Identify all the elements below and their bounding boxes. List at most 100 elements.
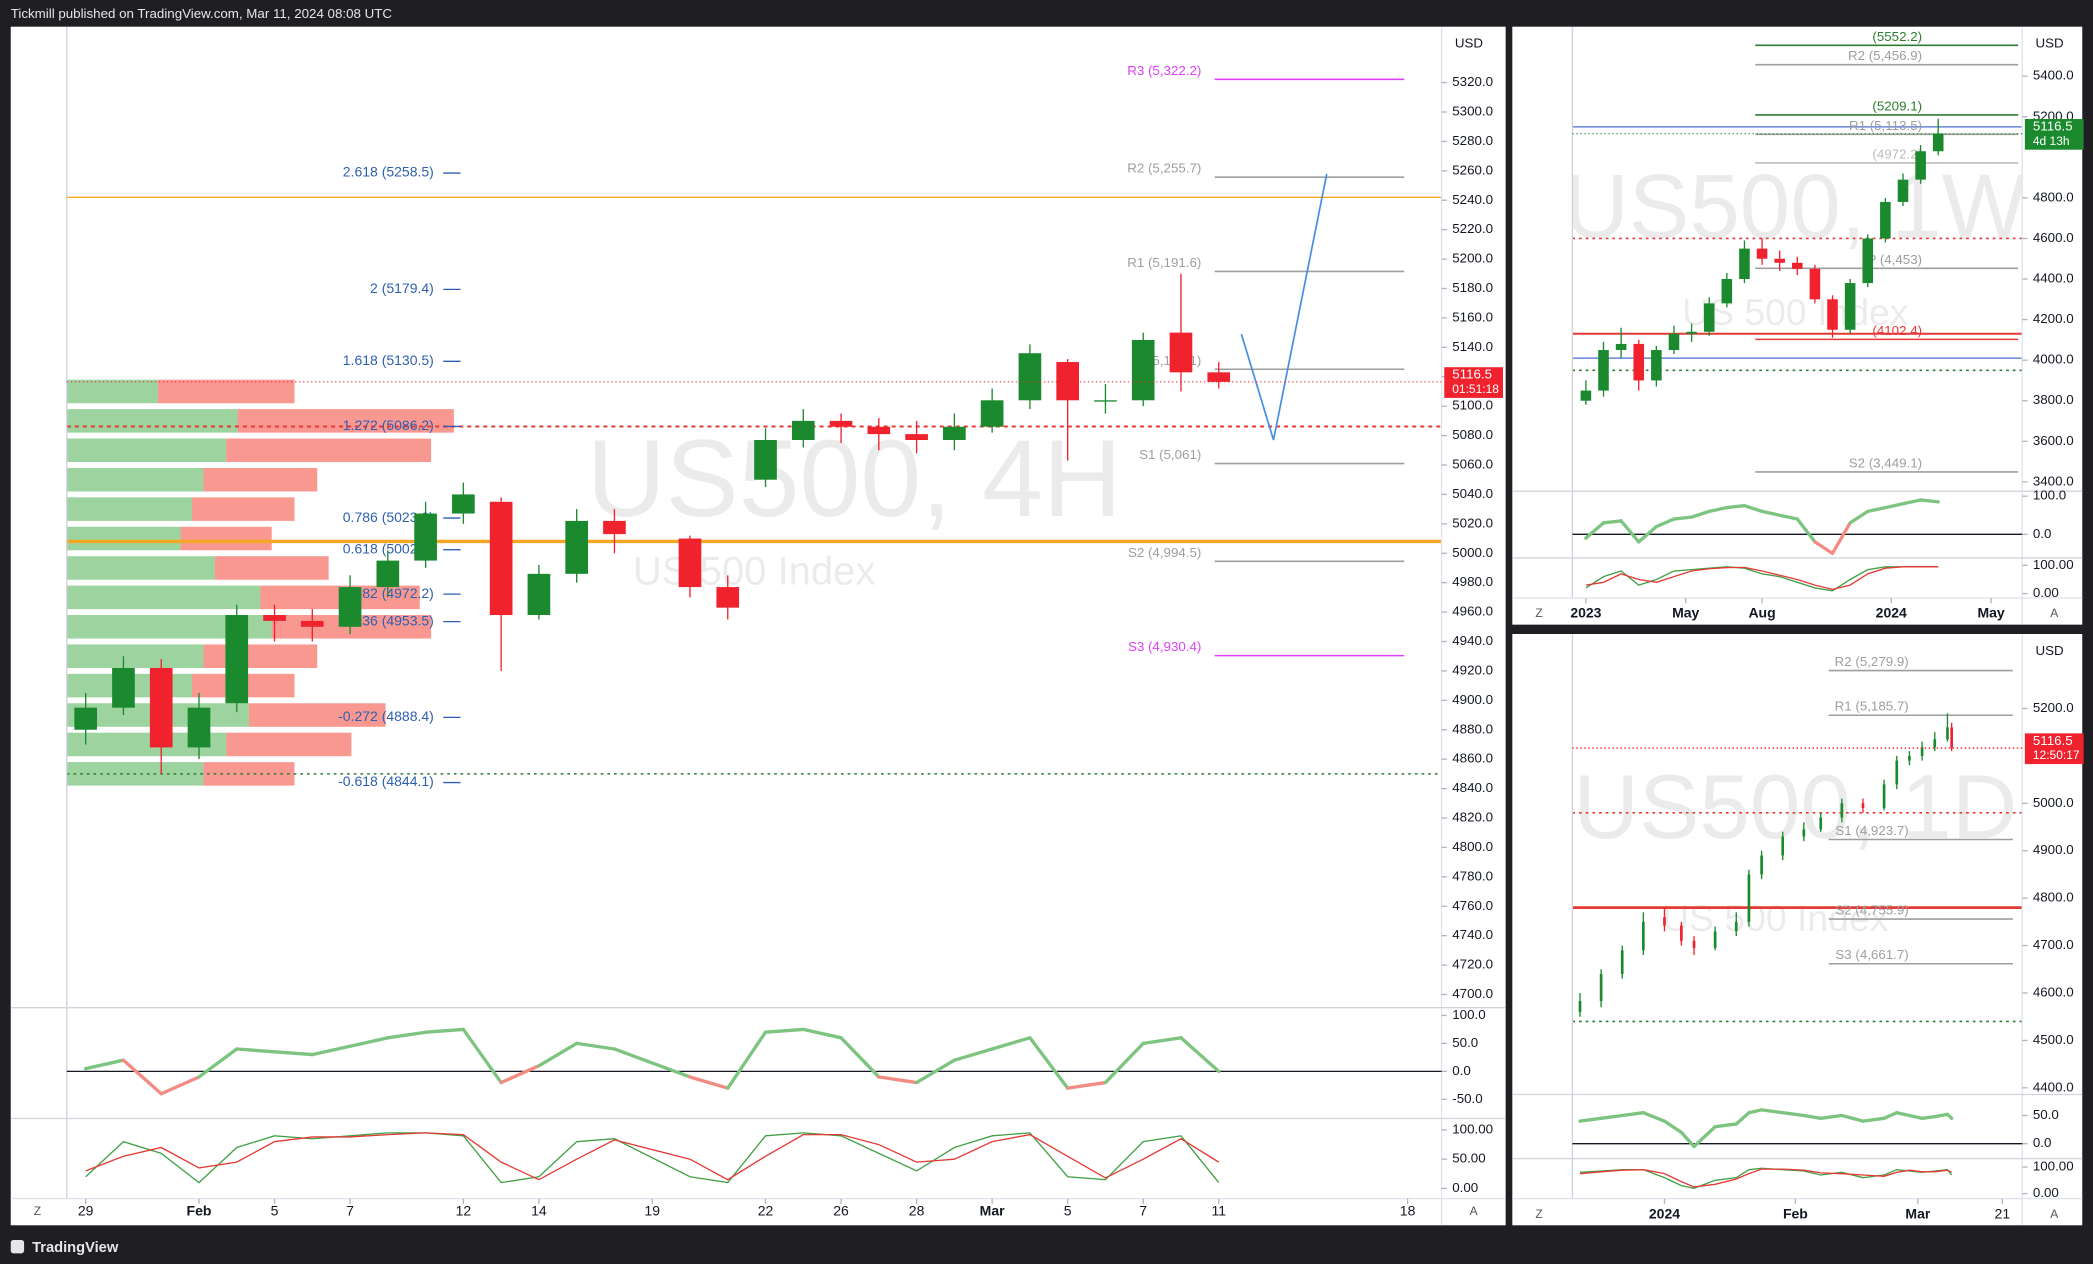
- y-tick-label: 4940.0: [1452, 633, 1493, 648]
- osc-segment: [1725, 504, 1747, 510]
- watermark-sub: US 500 Index: [1682, 291, 1909, 333]
- watermark: US500, 1D: [1573, 757, 2017, 858]
- pivot-label: R1 (5,191.6): [1127, 255, 1201, 270]
- osc-segment: [688, 1075, 730, 1090]
- y-tick-label: 4900.0: [2033, 842, 2074, 857]
- brand-logo: [10, 1239, 25, 1254]
- y-tick-label: 3800.0: [2033, 392, 2074, 407]
- pivot-label: S2 (3,449.1): [1849, 455, 1922, 470]
- pivot-label: (4102.4): [1872, 323, 1922, 338]
- osc-segment: [310, 1044, 352, 1057]
- y-tick-label: 5240.0: [1452, 192, 1493, 207]
- osc-segment: [1179, 1036, 1221, 1074]
- pivot-label: S1 (5,061): [1139, 447, 1201, 462]
- watermark: US500, 1W: [1563, 157, 2027, 258]
- osc-segment: [1883, 502, 1905, 510]
- osc-segment: [612, 1047, 692, 1079]
- osc-segment: [1933, 1112, 1950, 1119]
- candle-body: [149, 667, 173, 748]
- candle-body: [187, 707, 211, 748]
- candle-body: [1915, 151, 1926, 180]
- y-tick-label: 4820.0: [1452, 810, 1493, 825]
- currency-label: USD: [2036, 36, 2064, 51]
- candle-body: [1802, 829, 1806, 837]
- candle-body: [1739, 248, 1750, 280]
- pivot-label: S2 (4,755.9): [1835, 903, 1908, 918]
- y-tick-label: 4760.0: [1452, 898, 1493, 913]
- osc-tick-label: 50.0: [1452, 1035, 1478, 1050]
- volume-down-bar: [157, 379, 295, 404]
- osc-segment: [990, 1036, 1032, 1051]
- candle-body: [1207, 372, 1231, 382]
- y-tick-label: 4800.0: [2033, 189, 2074, 204]
- candle-body: [1933, 739, 1937, 748]
- osc-line: [1579, 1168, 1952, 1188]
- candle-body: [1774, 258, 1785, 263]
- candle-body: [1599, 974, 1603, 1002]
- candle-body: [1897, 179, 1909, 202]
- y-tick-label: 5280.0: [1452, 133, 1493, 148]
- plot-area: US500, 4H US 500 Index R3 (5,322.2) R2 (5,2…: [66, 63, 1442, 789]
- watermark-sub: US 500 Index: [633, 550, 876, 594]
- fib-label: 0.618 (5002.4): [343, 540, 434, 556]
- candle-body: [1756, 248, 1768, 259]
- plot-area: US500, 1W US 500 Index (5552.2) R2 (5,456.9…: [1563, 29, 2027, 473]
- candle-body: [1882, 784, 1886, 809]
- y-tick-label: 5220.0: [1452, 221, 1493, 236]
- x-tick-label: 28: [909, 1203, 925, 1219]
- volume-down-bar: [214, 556, 329, 580]
- y-tick-label: 3400.0: [2033, 473, 2074, 488]
- osc-segment: [914, 1058, 957, 1085]
- osc-tick-label: 100.0: [2033, 488, 2066, 503]
- pivot-label: R3 (5,322.2): [1127, 63, 1201, 78]
- osc-segment: [1641, 1111, 1667, 1123]
- candle-body: [74, 707, 98, 730]
- currency-label: USD: [1455, 36, 1483, 51]
- y-tick-label: 5100.0: [1452, 398, 1493, 413]
- candle-body: [1703, 303, 1715, 332]
- y-tick-label: 4920.0: [1452, 662, 1493, 677]
- candle-body: [1946, 727, 1949, 740]
- osc-tick-label: -50.0: [1452, 1091, 1482, 1106]
- fib-label: 0.786 (5023.9): [343, 509, 434, 525]
- osc-segment: [461, 1027, 503, 1085]
- last-price-label: 5116.5: [1452, 367, 1492, 382]
- pivot-label: S3 (4,930.4): [1128, 639, 1201, 654]
- candle-body: [1580, 390, 1592, 401]
- candle-body: [112, 667, 135, 708]
- candle-body: [1131, 339, 1155, 401]
- candle-body: [1018, 353, 1042, 401]
- x-tick-label: Aug: [1748, 605, 1775, 621]
- candle-body: [1633, 343, 1645, 381]
- x-tick-label: 26: [833, 1203, 849, 1219]
- candle-body: [225, 615, 249, 704]
- volume-up-bar: [66, 438, 227, 463]
- osc-segment: [1819, 1113, 1844, 1120]
- volume-down-bar: [192, 497, 295, 521]
- osc-segment: [1920, 1114, 1937, 1120]
- osc-segment: [1778, 513, 1799, 521]
- osc-segment: [1713, 1122, 1738, 1129]
- x-tick-label: 2023: [1570, 605, 1601, 621]
- fib-label: 0.236 (4953.5): [343, 612, 434, 628]
- candle-body: [1668, 333, 1680, 351]
- osc-segment: [1781, 1111, 1806, 1118]
- candle-body: [1819, 817, 1823, 830]
- fib-label: -0.618 (4844.1): [338, 773, 434, 789]
- last-price-label: 5116.5: [2033, 119, 2073, 134]
- y-tick-label: 4840.0: [1452, 780, 1493, 795]
- pivot-label: S2 (4,994.5): [1128, 545, 1201, 560]
- x-tick-label: Mar: [1905, 1205, 1930, 1221]
- osc-segment: [726, 1030, 768, 1090]
- osc-tick-label: 0.0: [2033, 526, 2052, 541]
- volume-up-bar: [66, 409, 238, 433]
- candle-body: [1651, 350, 1662, 381]
- candle-body: [1827, 299, 1838, 330]
- watermark-sub: US 500 Index: [1662, 897, 1889, 939]
- chart: US500, 4H US 500 Index R3 (5,322.2) R2 (5,2…: [10, 26, 1506, 1226]
- y-tick-label: 4400.0: [2033, 1079, 2074, 1094]
- candle-body: [1642, 921, 1645, 951]
- candle-body: [1920, 747, 1924, 756]
- osc-tick-label: 100.00: [2033, 557, 2074, 572]
- candle-body: [1895, 760, 1899, 785]
